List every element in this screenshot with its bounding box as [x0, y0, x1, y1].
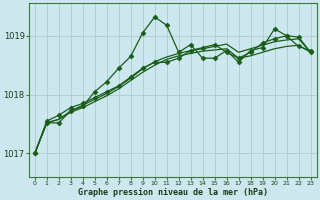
X-axis label: Graphe pression niveau de la mer (hPa): Graphe pression niveau de la mer (hPa): [78, 188, 268, 197]
